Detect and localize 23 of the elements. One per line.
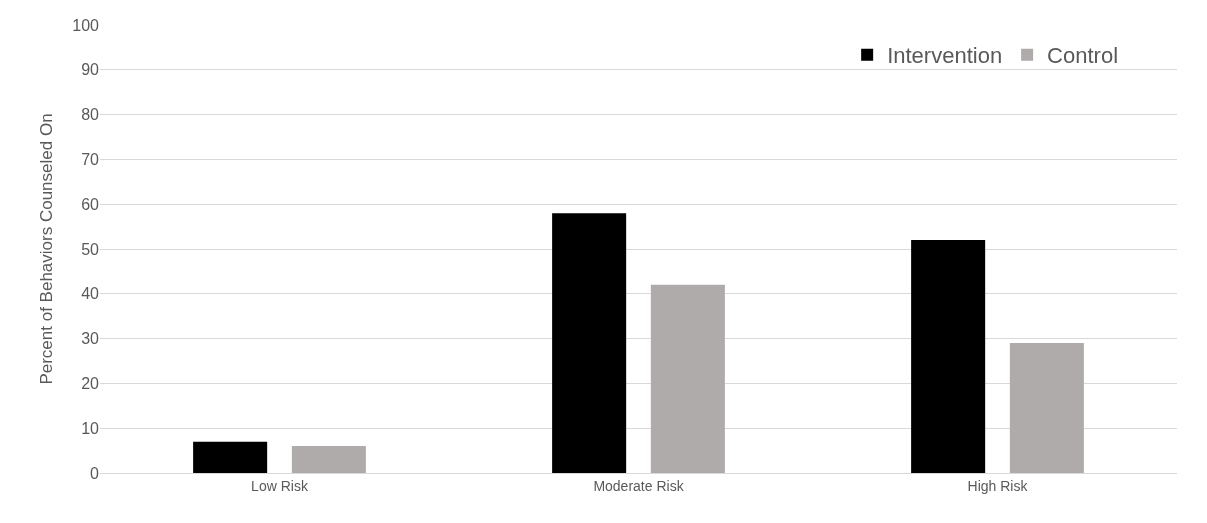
- x-tick-label: High Risk: [967, 477, 1029, 494]
- bar: [552, 213, 627, 473]
- y-tick-label: 90: [81, 61, 100, 79]
- bar: [193, 441, 268, 473]
- y-axis-title: Percent of Behaviors Counseled On: [36, 113, 56, 385]
- y-tick-label: 40: [81, 285, 100, 303]
- y-tick-label: 80: [81, 106, 100, 124]
- bar: [911, 240, 986, 473]
- y-tick-label: 70: [81, 151, 100, 168]
- bar: [291, 446, 366, 473]
- y-tick-label: 100: [72, 16, 100, 34]
- bar: [650, 284, 725, 473]
- y-tick-label: 10: [81, 419, 100, 437]
- legend-label: Control: [1047, 43, 1119, 69]
- x-tick-label: Moderate Risk: [593, 477, 685, 494]
- y-tick-label: 30: [81, 330, 100, 348]
- legend-label: Intervention: [887, 43, 1003, 69]
- y-tick-label: 60: [81, 195, 100, 213]
- bar: [1009, 343, 1084, 473]
- y-tick-label: 50: [81, 240, 100, 258]
- y-tick-label: 20: [81, 375, 100, 392]
- x-tick-label: Low Risk: [251, 477, 309, 494]
- y-tick-label: 0: [90, 464, 100, 482]
